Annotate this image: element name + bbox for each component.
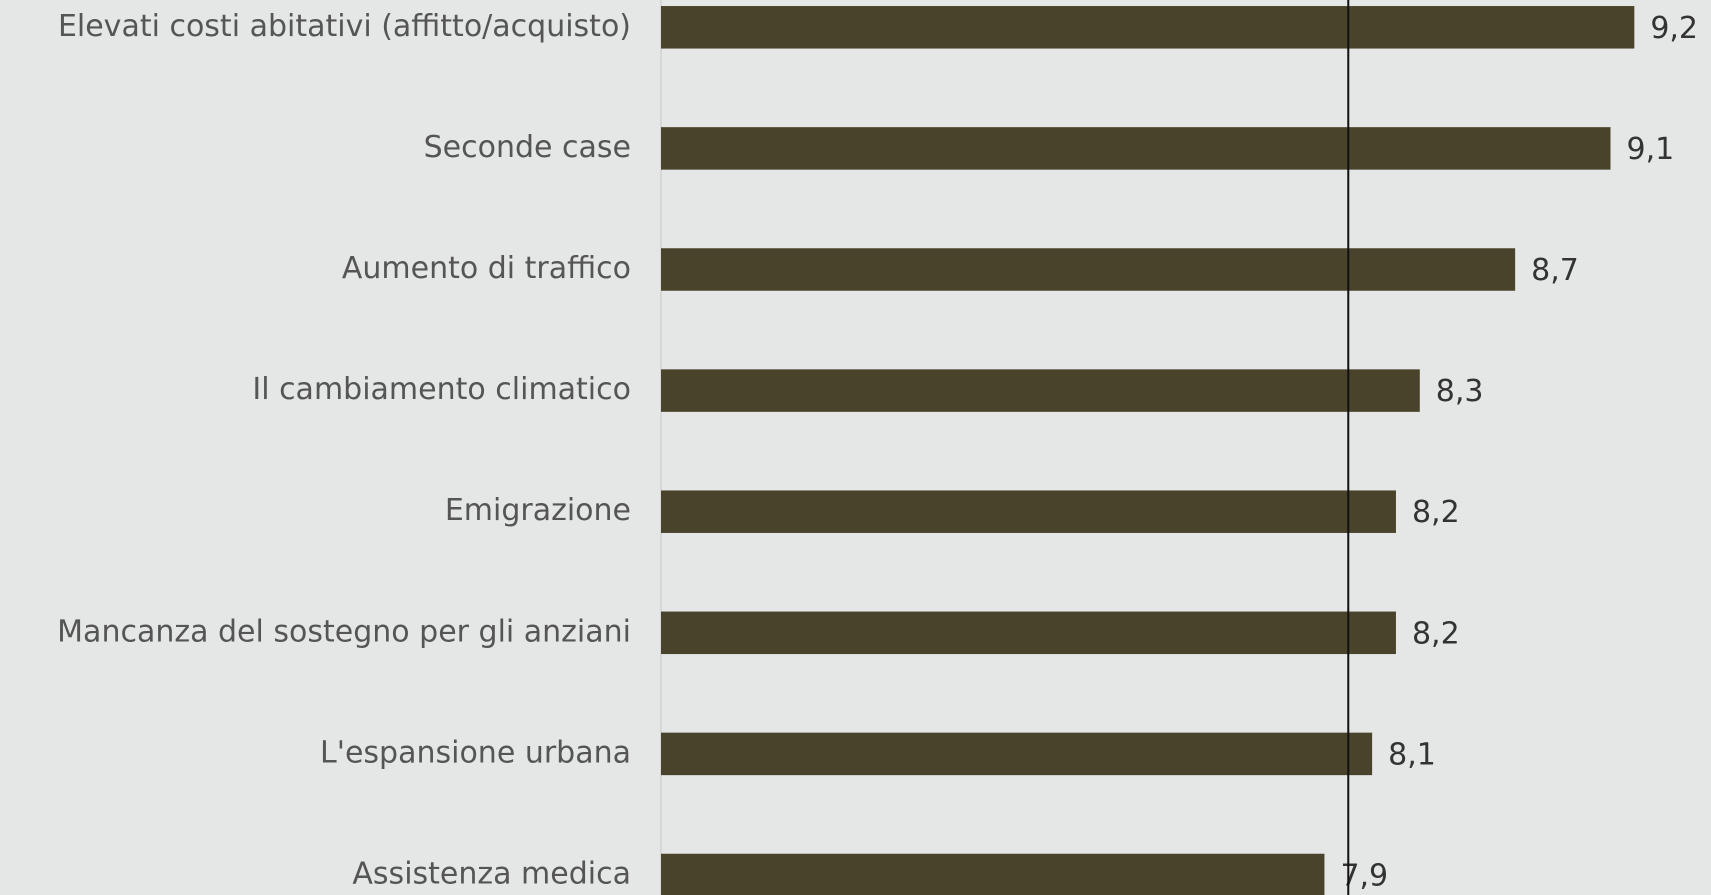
- value-label: 8,3: [1436, 374, 1484, 409]
- value-label: 8,7: [1531, 253, 1579, 288]
- category-label: Emigrazione: [445, 493, 631, 528]
- bar: [661, 127, 1611, 170]
- bar: [661, 490, 1396, 533]
- bar: [661, 611, 1396, 655]
- bar: [661, 853, 1325, 895]
- value-label: 9,1: [1626, 132, 1674, 167]
- category-label: Il cambiamento climatico: [252, 372, 631, 407]
- value-label: 8,2: [1412, 495, 1460, 530]
- category-label: Mancanza del sostegno per gli anziani: [57, 614, 631, 649]
- bar: [661, 248, 1516, 291]
- value-label: 8,1: [1388, 737, 1436, 772]
- category-label: Elevati costi abitativi (affitto/acquist…: [58, 9, 631, 44]
- bar: [661, 732, 1373, 776]
- category-label: Assistenza medica: [352, 857, 631, 892]
- category-label: Aumento di traffico: [342, 251, 631, 286]
- value-label: 8,2: [1412, 616, 1460, 651]
- value-label: 9,2: [1650, 11, 1698, 46]
- bar: [661, 6, 1635, 49]
- category-label: L'espansione urbana: [320, 735, 631, 770]
- category-label: Seconde case: [424, 130, 631, 165]
- bar: [661, 369, 1420, 412]
